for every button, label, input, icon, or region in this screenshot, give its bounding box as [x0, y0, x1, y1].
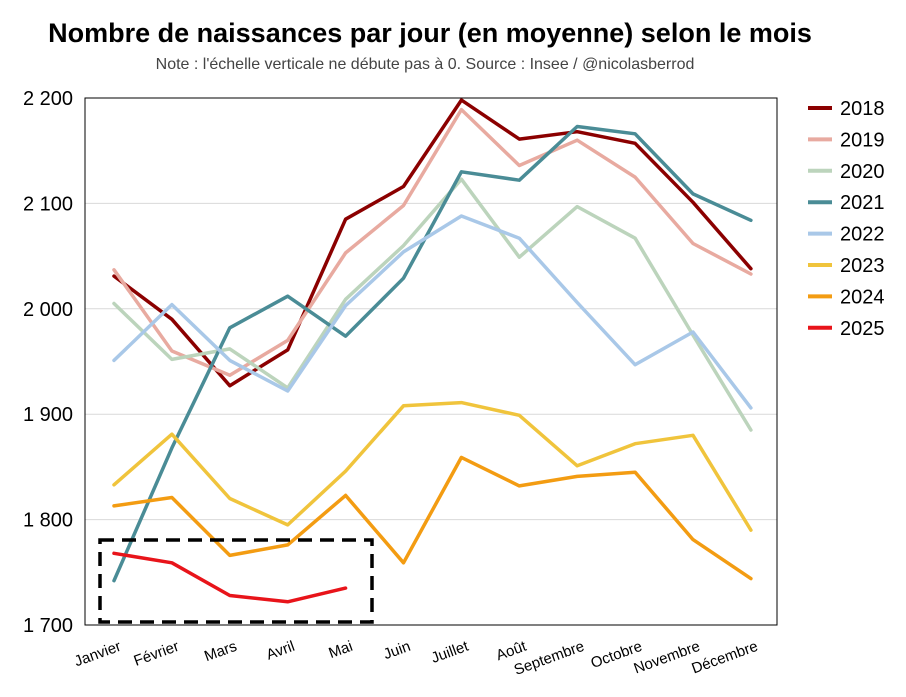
- y-tick-label: 2 100: [23, 193, 73, 215]
- gridlines: [85, 97, 777, 626]
- series-line-2023: [112, 400, 753, 532]
- y-axis-ticks: 1 700 1 800 1 900 2 000 2 100 2 200: [23, 88, 73, 637]
- x-tick-label: Mars: [202, 638, 239, 665]
- series-line-2020: [112, 177, 753, 432]
- legend-label: 2019: [840, 129, 885, 151]
- y-tick-label: 2 000: [23, 299, 73, 321]
- x-tick-label: Mai: [326, 638, 355, 662]
- series-line-2018: [112, 98, 753, 388]
- series-line-2019: [112, 107, 753, 377]
- chart-subtitle: Note : l'échelle verticale ne débute pas…: [155, 56, 695, 73]
- x-tick-label: Juin: [381, 638, 413, 663]
- plot-area-frame: [84, 97, 778, 626]
- x-axis-ticks: Janvier Février Mars Avril Mai Juin Juillet Aoû…: [72, 638, 760, 679]
- legend-label: 2024: [840, 286, 885, 308]
- legend-label: 2022: [840, 224, 885, 246]
- y-tick-label: 1 800: [23, 510, 73, 532]
- legend: 2018 2019 2020 2021 2022 2023 2024 2025: [808, 98, 885, 340]
- x-tick-label: Avril: [264, 638, 297, 664]
- chart-title: Nombre de naissances par jour (en moyenn…: [48, 18, 812, 48]
- legend-label: 2020: [840, 161, 885, 183]
- highlight-dashed-box: [98, 538, 374, 624]
- x-tick-label: Décembre: [689, 638, 760, 678]
- x-tick-label: Janvier: [72, 638, 123, 671]
- y-tick-label: 1 900: [23, 404, 73, 426]
- series-line-2021: [112, 124, 753, 583]
- series-line-2024: [112, 455, 753, 581]
- y-tick-label: 1 700: [23, 615, 73, 637]
- x-tick-label: Février: [132, 638, 182, 670]
- x-tick-label: Juillet: [429, 638, 472, 667]
- y-tick-label: 2 200: [23, 88, 73, 110]
- series-line-2022: [112, 214, 753, 410]
- legend-label: 2025: [840, 318, 885, 340]
- series-line-2025: [112, 551, 348, 604]
- x-tick-label: Novembre: [632, 638, 703, 678]
- legend-label: 2023: [840, 255, 885, 277]
- legend-label: 2018: [840, 98, 885, 120]
- legend-label: 2021: [840, 192, 885, 214]
- series-lines: [112, 98, 753, 604]
